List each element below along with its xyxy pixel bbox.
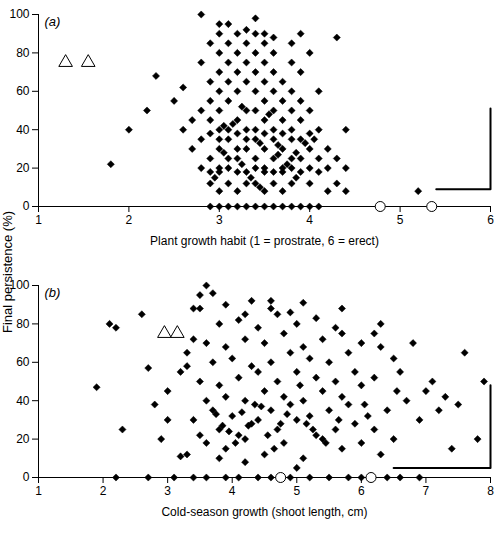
svg-text:Cold-season growth (shoot leng: Cold-season growth (shoot length, cm) — [161, 505, 367, 519]
svg-text:6: 6 — [487, 213, 494, 227]
svg-text:100: 100 — [9, 7, 29, 21]
svg-text:1: 1 — [35, 213, 42, 227]
svg-text:0: 0 — [23, 199, 30, 213]
svg-text:60: 60 — [16, 84, 30, 98]
svg-text:(b): (b) — [45, 285, 61, 300]
svg-text:7: 7 — [423, 484, 430, 498]
svg-text:40: 40 — [16, 123, 30, 137]
svg-text:3: 3 — [216, 213, 223, 227]
svg-text:20: 20 — [16, 161, 30, 175]
svg-text:(a): (a) — [45, 14, 61, 29]
svg-text:6: 6 — [358, 484, 365, 498]
svg-text:1: 1 — [35, 484, 42, 498]
svg-text:2: 2 — [100, 484, 107, 498]
svg-text:5: 5 — [293, 484, 300, 498]
svg-text:20: 20 — [16, 432, 30, 446]
svg-text:3: 3 — [164, 484, 171, 498]
svg-text:4: 4 — [229, 484, 236, 498]
svg-text:40: 40 — [16, 394, 30, 408]
svg-text:4: 4 — [306, 213, 313, 227]
svg-text:80: 80 — [16, 46, 30, 60]
svg-text:2: 2 — [126, 213, 133, 227]
svg-text:80: 80 — [16, 317, 30, 331]
svg-text:100: 100 — [9, 278, 29, 292]
svg-text:0: 0 — [23, 470, 30, 484]
svg-text:Plant growth habit (1 = prostr: Plant growth habit (1 = prostrate, 6 = e… — [150, 234, 379, 248]
svg-text:8: 8 — [487, 484, 494, 498]
svg-text:60: 60 — [16, 355, 30, 369]
html-text:Final persistence (%): Final persistence (%) — [0, 210, 15, 334]
svg-text:5: 5 — [397, 213, 404, 227]
